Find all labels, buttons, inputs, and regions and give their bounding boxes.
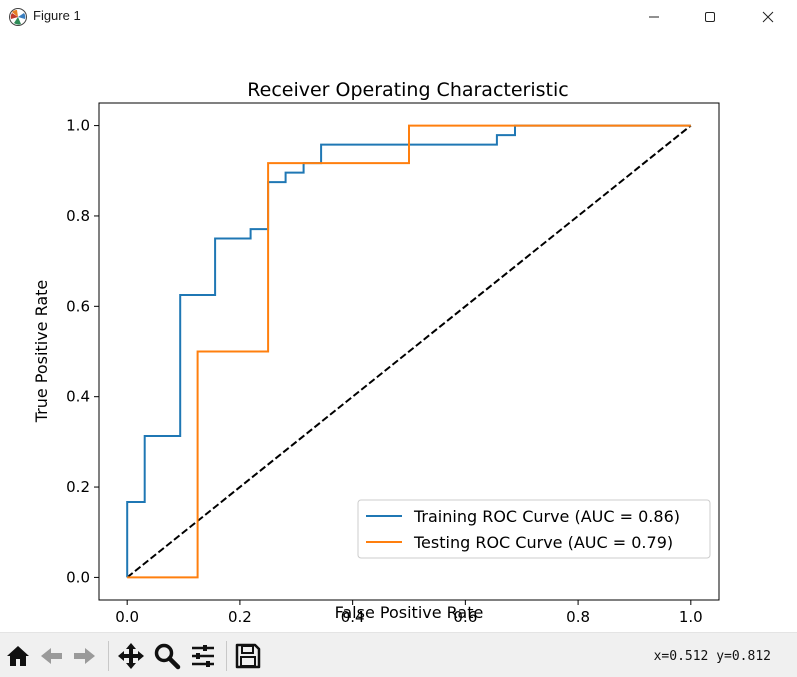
back-arrow-icon [41, 648, 62, 664]
x-tick-label: 0.8 [566, 608, 590, 626]
series-layer [126, 124, 692, 579]
testing-roc-line [127, 124, 691, 579]
legend-box [357, 499, 711, 559]
ticks-layer: 0.0 0.2 0.4 0.6 0.8 1.0 0.0 0.2 0.4 0.6 0.8 1.0 [66, 117, 703, 626]
maximize-icon [705, 11, 715, 22]
legend-label-training: Training ROC Curve (AUC = 0.86) [413, 507, 680, 526]
x-axis-label: False Positive Rate [335, 603, 484, 622]
x-tick-label: 1.0 [679, 608, 703, 626]
y-tick-label: 0.4 [66, 388, 90, 406]
cursor-coordinates: x=0.512 y=0.812 [653, 649, 771, 664]
plot-frame [98, 102, 720, 601]
window-title: Figure 1 [33, 8, 81, 23]
legend: Training ROC Curve (AUC = 0.86) Testing … [357, 499, 711, 559]
navigation-toolbar: x=0.512 y=0.812 [0, 632, 797, 677]
move-icon [118, 643, 144, 669]
save-icon [235, 643, 261, 669]
y-tick-label: 0.0 [66, 568, 90, 586]
home-button[interactable] [3, 641, 33, 671]
home-icon [7, 646, 29, 666]
close-button[interactable] [745, 0, 791, 33]
y-tick-label: 0.2 [66, 478, 90, 496]
y-tick-label: 0.6 [66, 297, 90, 315]
y-tick-label: 0.8 [66, 207, 90, 225]
roc-chart: Receiver Operating Characteristic 0.0 0.2… [32, 79, 720, 626]
minimize-button[interactable] [631, 0, 677, 33]
close-icon [762, 11, 774, 22]
maximize-button[interactable] [687, 0, 733, 33]
chance-diagonal-line [126, 124, 692, 579]
legend-label-testing: Testing ROC Curve (AUC = 0.79) [413, 533, 673, 552]
toolbar-separator [108, 641, 109, 671]
x-tick-label: 0.4 [341, 608, 365, 626]
pan-button[interactable] [116, 641, 146, 671]
window-titlebar: Figure 1 [0, 0, 797, 34]
figure-canvas[interactable]: Receiver Operating Characteristic 0.0 0.2… [0, 33, 797, 632]
minimize-icon [649, 16, 659, 17]
y-tick-label: 1.0 [66, 117, 90, 135]
y-axis-label: True Positive Rate [32, 280, 51, 424]
back-button[interactable] [37, 641, 67, 671]
matplotlib-icon [9, 8, 27, 26]
x-tick-label: 0.6 [453, 608, 477, 626]
zoom-icon [154, 643, 181, 670]
forward-button[interactable] [69, 641, 99, 671]
x-tick-label: 0.0 [115, 608, 139, 626]
forward-arrow-icon [74, 648, 95, 664]
toolbar-separator [226, 641, 227, 671]
zoom-button[interactable] [152, 641, 182, 671]
x-tick-label: 0.2 [228, 608, 252, 626]
chart-title: Receiver Operating Characteristic [247, 79, 568, 101]
configure-button[interactable] [188, 641, 218, 671]
configure-subplots-icon [192, 645, 214, 667]
save-button[interactable] [233, 641, 263, 671]
